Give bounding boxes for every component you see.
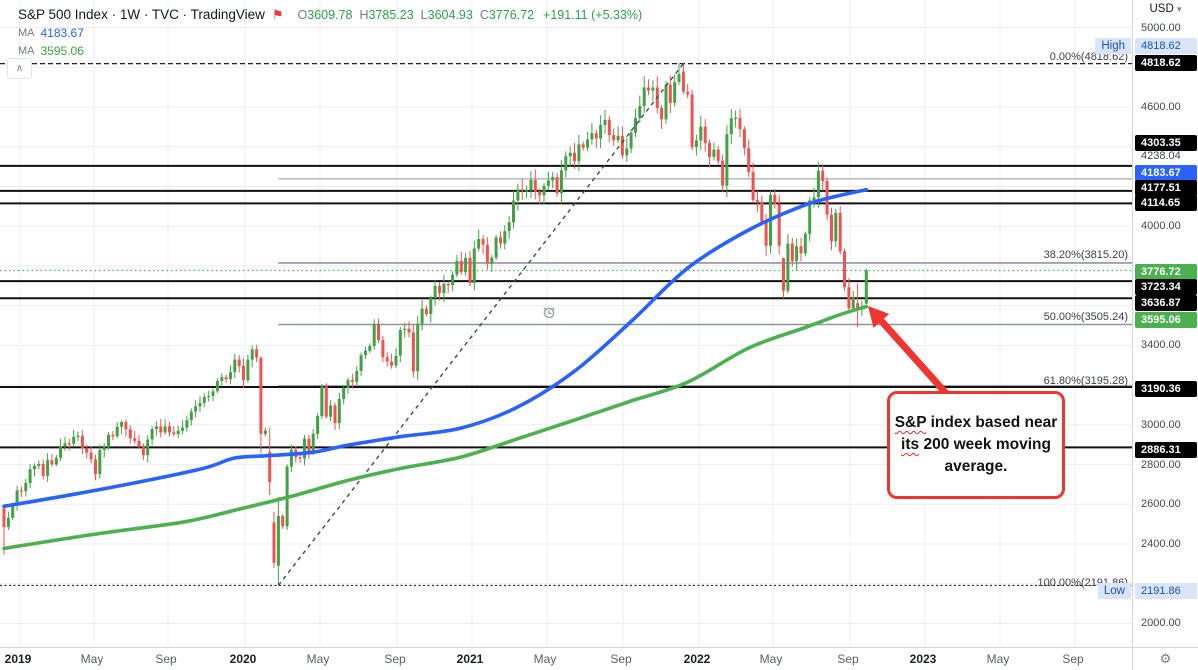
ohlc-letter: O bbox=[297, 7, 308, 22]
chart-legend: S&P 500 Index · 1W · TVC · TradingView ⚑… bbox=[18, 6, 642, 59]
ma-label: MA bbox=[18, 44, 35, 57]
price-tick-label: 2400.00 bbox=[1141, 538, 1181, 550]
fib-level-label: 100.00%(2191.86) bbox=[1037, 577, 1128, 589]
price-chip-hilo: 2191.86 bbox=[1135, 583, 1197, 599]
arrow-drawing[interactable] bbox=[868, 306, 955, 403]
ohlc-value: 3604.93 bbox=[427, 7, 473, 22]
time-tick-label: 2023 bbox=[909, 652, 937, 666]
fib-level-label: 50.00%(3505.24) bbox=[1043, 311, 1128, 323]
ohlc-value: 3609.78 bbox=[307, 7, 353, 22]
fib-level-label: 61.80%(3195.28) bbox=[1043, 375, 1128, 387]
fib-level-label: 38.20%(3815.20) bbox=[1043, 249, 1128, 261]
low-badge: Low bbox=[1097, 583, 1131, 599]
ohlc-letter: H bbox=[359, 7, 369, 22]
price-chip-plain: 4238.04 bbox=[1141, 150, 1181, 162]
price-tick-label: 5000.00 bbox=[1141, 21, 1181, 34]
price-chip-black: 3190.36 bbox=[1135, 381, 1197, 397]
time-tick-label: 2022 bbox=[683, 652, 711, 666]
annotation-callout[interactable]: S&P index based near its 200 week moving a… bbox=[887, 391, 1065, 499]
time-tick-label: 2020 bbox=[229, 652, 257, 666]
time-tick-label: May bbox=[533, 652, 557, 666]
ohlc-values: O3609.78 H3785.23 L3604.93 C3776.72 bbox=[298, 8, 542, 22]
chevron-up-icon: ∧ bbox=[15, 63, 24, 74]
ohlc-letter: C bbox=[479, 7, 489, 22]
high-badge: High bbox=[1095, 38, 1131, 54]
chart-plot-area[interactable]: 0.00%(4818.62) 38.20%(3815.20) 50.00%(3505… bbox=[0, 0, 1132, 646]
price-chip-black: 3636.87 bbox=[1135, 295, 1197, 311]
ohlc-value: 3785.23 bbox=[368, 7, 414, 22]
price-tick-label: 2800.00 bbox=[1141, 458, 1181, 471]
gear-icon: ⚙ bbox=[1159, 651, 1172, 666]
price-tick-label: 4000.00 bbox=[1141, 220, 1181, 233]
time-tick-label: May bbox=[759, 652, 783, 666]
time-tick-label: 2019 bbox=[4, 652, 32, 666]
time-axis[interactable]: 2019 May Sep 2020 May Sep 2021 May Sep 2022 May Sep… bbox=[0, 647, 1132, 670]
price-chip-blue: 4183.67 bbox=[1135, 165, 1197, 181]
annotation-line: its 200 week moving bbox=[901, 434, 1051, 456]
time-tick-label: Sep bbox=[155, 652, 177, 666]
caret-down-icon: ▾ bbox=[1176, 4, 1182, 14]
axis-settings-corner[interactable]: ⚙ bbox=[1132, 647, 1198, 670]
time-tick-label: Sep bbox=[384, 652, 406, 666]
annotation-text: average. bbox=[944, 458, 1008, 475]
price-chip-black: 3723.34 bbox=[1135, 279, 1197, 295]
currency-label: USD bbox=[1149, 3, 1174, 15]
time-tick-label: May bbox=[80, 652, 104, 666]
price-chip-green: 3595.06 bbox=[1135, 312, 1197, 328]
annotation-text: its bbox=[901, 436, 920, 453]
annotation-line: S&P index based near bbox=[895, 412, 1058, 434]
annotation-text: 200 week moving bbox=[919, 436, 1051, 453]
price-chip-black: 4177.51 bbox=[1135, 180, 1197, 196]
price-tick-label: 2000.00 bbox=[1141, 617, 1181, 630]
alert-clock-icon bbox=[543, 307, 555, 319]
symbol-title[interactable]: S&P 500 Index · 1W · TVC · TradingView bbox=[18, 7, 265, 22]
ma-legend-blue[interactable]: MA 4183.67 bbox=[18, 24, 642, 41]
price-axis[interactable]: USD ▾ 5000.00 4600.00 4000.00 3400.00 3000.0… bbox=[1132, 0, 1198, 647]
fib-level-label: 0.00%(4818.62) bbox=[1049, 51, 1128, 63]
time-tick-label: May bbox=[306, 652, 330, 666]
time-tick-label: May bbox=[986, 652, 1010, 666]
currency-selector[interactable]: USD ▾ bbox=[1133, 3, 1198, 15]
ohlc-value: 3776.72 bbox=[488, 7, 535, 22]
annotation-text: index based near bbox=[926, 414, 1058, 431]
price-tick-label: 3400.00 bbox=[1141, 339, 1181, 352]
chart-canvas[interactable] bbox=[0, 0, 1132, 646]
price-chip-black: 4114.65 bbox=[1135, 195, 1197, 211]
price-tick-label: 4600.00 bbox=[1141, 101, 1181, 113]
price-chip-hilo: 4818.62 bbox=[1135, 38, 1197, 54]
time-tick-label: 2021 bbox=[456, 652, 484, 666]
time-tick-label: Sep bbox=[837, 652, 859, 666]
annotation-text: S&P bbox=[894, 414, 927, 431]
price-chip-black: 4818.62 bbox=[1135, 55, 1197, 71]
legend-collapse-button[interactable]: ∧ bbox=[7, 58, 32, 79]
flag-icon[interactable]: ⚑ bbox=[271, 6, 284, 22]
time-tick-label: Sep bbox=[610, 652, 632, 666]
price-chip-black: 4303.35 bbox=[1135, 135, 1197, 151]
price-tick-label: 2600.00 bbox=[1141, 498, 1181, 511]
price-chip-black: 2886.31 bbox=[1135, 442, 1197, 458]
ma-label: MA bbox=[18, 26, 35, 39]
price-chip-green: 3776.72 bbox=[1135, 264, 1197, 280]
ma-legend-green[interactable]: MA 3595.06 bbox=[18, 42, 642, 59]
time-tick-label: Sep bbox=[1062, 652, 1084, 666]
ma-value-blue: 4183.67 bbox=[40, 25, 84, 40]
ma-value-green: 3595.06 bbox=[40, 43, 84, 58]
price-tick-label: 3000.00 bbox=[1141, 418, 1181, 431]
annotation-line: average. bbox=[945, 456, 1008, 478]
change-value: +191.11 (+5.33%) bbox=[543, 7, 643, 22]
ohlc-letter: L bbox=[420, 7, 428, 22]
